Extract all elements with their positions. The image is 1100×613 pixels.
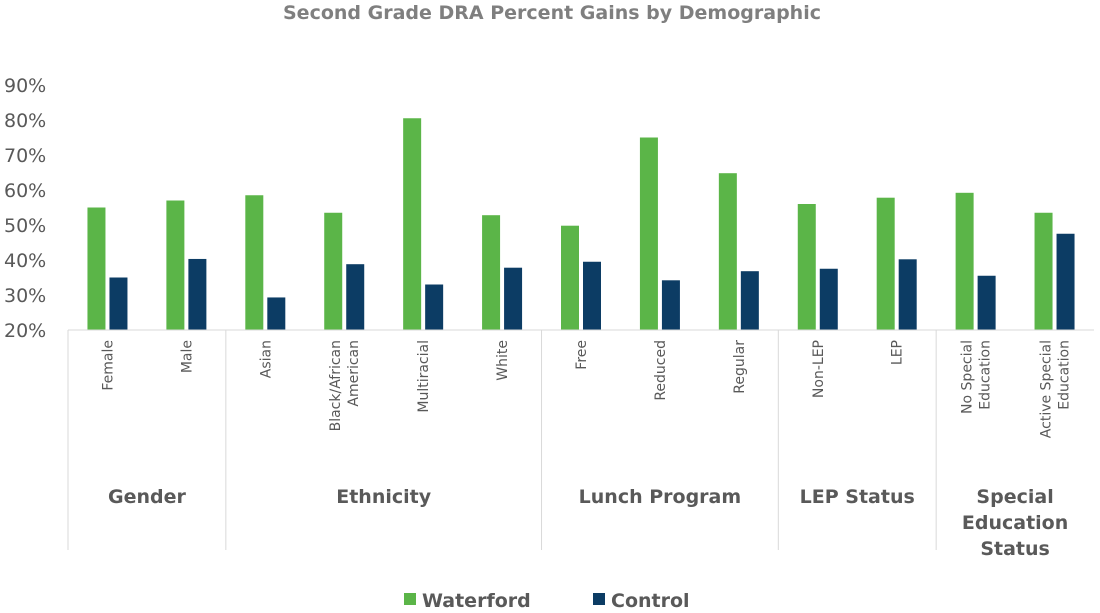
bar-control [740,271,759,330]
bars [87,118,1075,330]
bar-waterford [955,192,974,330]
bar-control [425,284,444,330]
legend-label-control: Control [611,590,690,612]
bar-waterford [324,212,343,330]
category-label-line: Multiracial [416,340,432,413]
y-tick-label: 90% [4,75,46,97]
category-label-line: Non-LEP [811,340,827,398]
bar-waterford [482,215,501,330]
y-tick-label: 60% [4,180,46,202]
group-label: Special Education Status [962,486,1068,560]
category-label-line: Reduced [653,340,669,401]
category-label-line: American [346,340,362,407]
group-label-line: Status [980,538,1050,560]
bar-waterford [639,137,658,330]
category-label-line: No Special [960,340,976,414]
category-label: Male [179,340,195,373]
group-label-line: Education [962,512,1068,534]
category-label: Active Special Education [1039,340,1073,438]
bar-waterford [1034,212,1053,330]
category-label-line: White [495,340,511,381]
legend-swatch-waterford [404,593,416,605]
group-label: LEP Status [800,486,915,508]
group-label: Ethnicity [336,486,431,508]
bar-control [1056,233,1075,330]
bar-waterford [797,204,816,330]
bar-control [504,267,523,330]
category-label-line: Female [100,340,116,391]
category-label: Free [574,340,590,370]
group-label: Lunch Program [579,486,742,508]
category-label: Non-LEP [811,340,827,398]
category-label-line: Free [574,340,590,370]
category-label: No Special Education [960,340,994,414]
chart-title: Second Grade DRA Percent Gains by Demogr… [283,2,821,24]
bar-control [819,268,838,330]
group-label: Gender [108,486,186,508]
category-label: Black/African American [328,340,362,431]
bar-control [188,258,207,330]
bar-control [977,275,996,330]
y-tick-label: 80% [4,110,46,132]
category-label: Multiracial [416,340,432,413]
bar-control [661,280,680,330]
category-label-line: Asian [258,340,274,378]
category-label: Reduced [653,340,669,401]
category-label-line: Male [179,340,195,373]
group-label-line: Special [976,486,1053,508]
bar-waterford [718,173,737,330]
y-tick-label: 50% [4,215,46,237]
category-label: Regular [732,340,748,394]
legend: Waterford Control [404,590,690,612]
y-tick-label: 20% [4,320,46,342]
x-axis: Female Male Asian Black/African American Mult… [67,329,1094,560]
bar-waterford [403,118,422,330]
bar-waterford [87,207,106,330]
bar-waterford [166,200,185,330]
category-label: White [495,340,511,381]
legend-label-waterford: Waterford [422,590,531,612]
category-label-line: Education [1057,340,1073,410]
bar-control [267,297,286,330]
category-label: LEP [890,340,906,365]
category-label-line: Education [978,340,994,410]
legend-swatch-control [593,593,605,605]
category-label-line: Regular [732,340,748,394]
category-label-line: Black/African [328,340,344,431]
category-label-line: LEP [890,340,906,365]
bar-control [109,277,128,330]
category-label-line: Active Special [1039,340,1055,438]
y-axis: 20% 30% 40% 50% 60% 70% 80% 90% [4,75,46,342]
category-label: Female [100,340,116,391]
category-label: Asian [258,340,274,378]
bar-waterford [245,195,264,330]
y-tick-label: 70% [4,145,46,167]
bar-waterford [561,225,579,330]
bar-control [346,264,365,330]
bar-control [583,261,601,330]
bar-control [898,259,917,330]
y-tick-label: 40% [4,250,46,272]
y-tick-label: 30% [4,285,46,307]
bar-waterford [876,197,895,330]
